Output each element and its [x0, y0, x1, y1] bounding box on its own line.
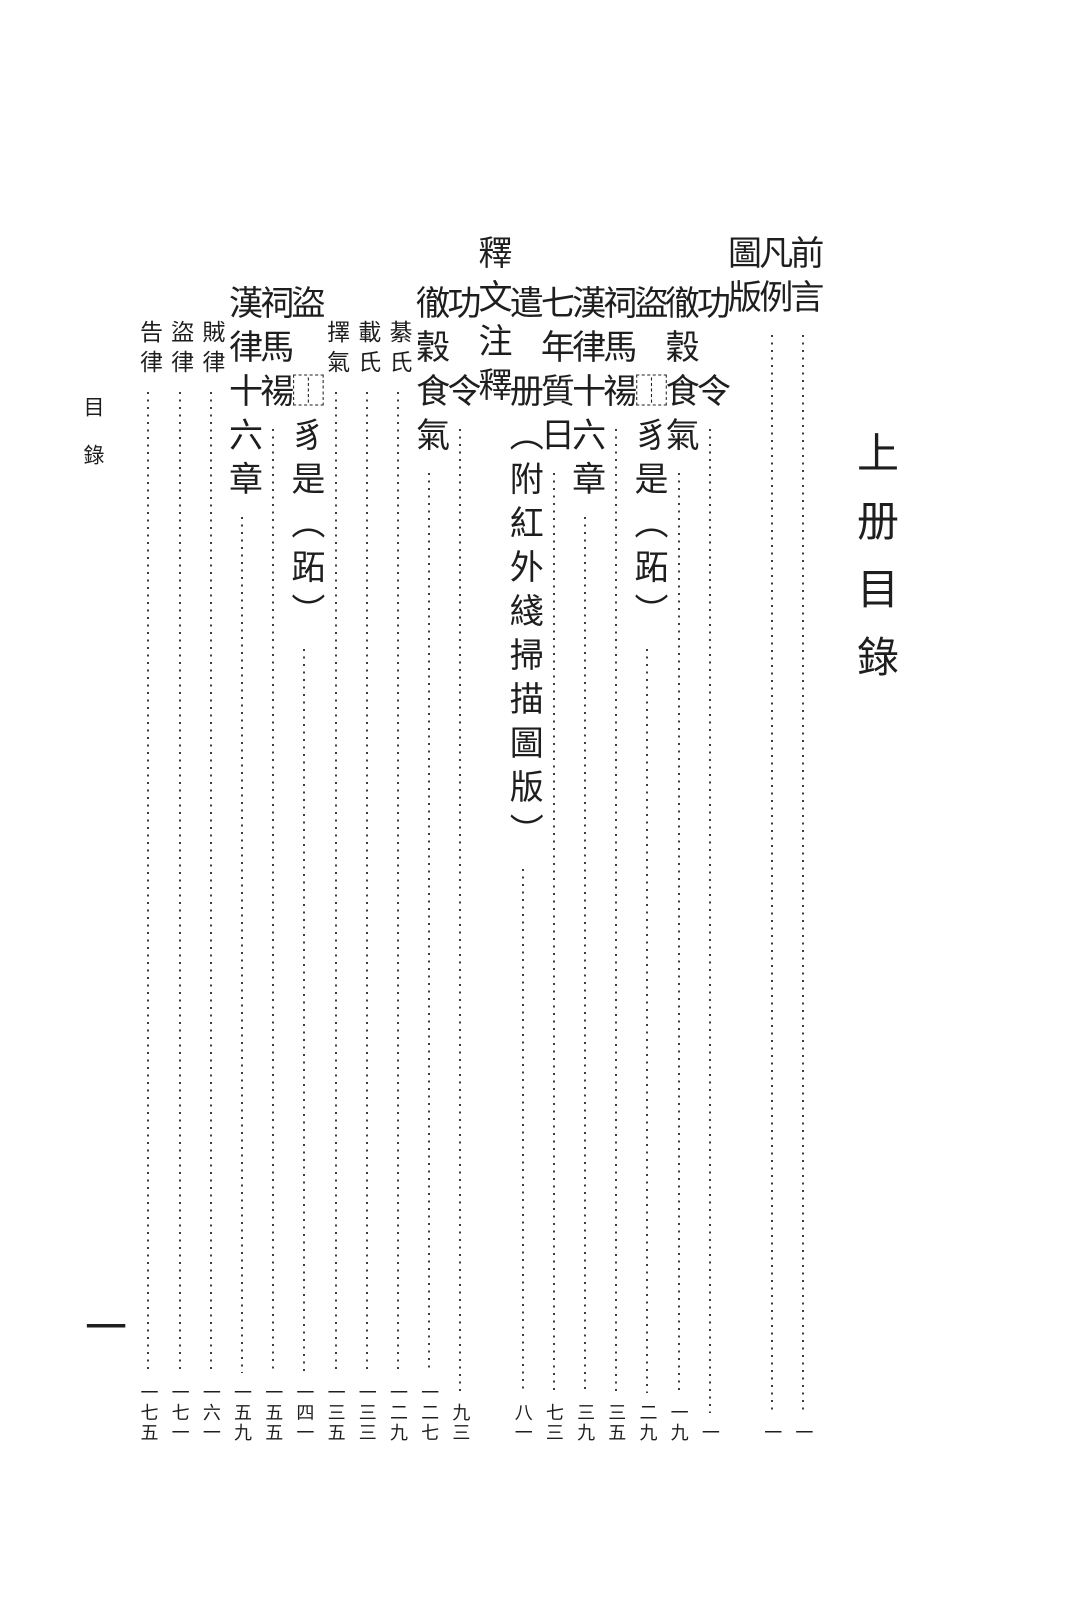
toc-entry-page-number: 八一 [512, 1403, 533, 1443]
toc-entry-page-number: 一 [793, 1423, 814, 1443]
toc-entry-page-number: 一七一 [169, 1383, 190, 1443]
toc-entry-title: 盜律 [167, 320, 193, 380]
dotted-leader [351, 392, 383, 1373]
book-title: 上册目錄 [851, 235, 897, 1443]
toc-entry-page-number: 一二九 [387, 1383, 408, 1443]
toc-entry-title: 釋文注釋 [473, 235, 511, 411]
toc-entry-title: 告律 [136, 320, 162, 380]
toc-entry: 釋文注釋 [473, 235, 510, 1443]
dotted-leader [132, 392, 165, 1373]
toc-entry-title: 功 令 [691, 285, 729, 417]
toc-entry: 載氏 一三三 [351, 235, 383, 1443]
toc-entry: 漢律十六章 一五九 [224, 235, 261, 1443]
toc-entry: 圖版 [723, 235, 760, 1443]
toc-entry: 功 令 九三 [442, 235, 479, 1443]
folio-number: 一 [85, 1306, 128, 1352]
toc-entry: 徹穀食氣 一二七 [411, 235, 448, 1443]
dotted-leader [444, 429, 476, 1393]
toc-entry-title: 遣 册（附紅外綫掃描圖版） [504, 285, 542, 857]
toc-entry-title: 盜 ⿰豸是（跖） [628, 285, 666, 637]
dotted-leader [382, 392, 414, 1373]
toc-entry-page-number: 一 [699, 1423, 720, 1443]
toc-entry-page-number: 七三 [543, 1403, 564, 1443]
toc-entry: 賊律 一六一 [195, 235, 227, 1443]
toc-entry: 徹穀食氣 一九 [660, 235, 697, 1443]
dotted-leader [569, 517, 601, 1393]
toc-entry-title: 凡例 [753, 235, 791, 323]
toc-entry: 告律 一七五 [132, 235, 165, 1443]
toc-entry-title: 盜 ⿰豸是（跖） [285, 285, 323, 637]
dotted-leader [756, 335, 788, 1413]
dotted-leader [164, 392, 196, 1373]
dotted-leader [694, 429, 726, 1413]
toc-entry-title: 前言 [784, 235, 822, 323]
toc-entry-title: 賊律 [198, 320, 224, 380]
toc-entry-page-number: 一五九 [232, 1383, 253, 1443]
dotted-leader [507, 869, 539, 1393]
toc-entry-title: 祠馬禓 [254, 285, 292, 417]
toc-entry-page-number: 一七五 [138, 1383, 159, 1443]
toc-columns: 上册目錄 前言 一 凡例 一 圖版 功 令 一 徹穀食氣 一九 盜 ⿰豸是（跖）… [132, 235, 897, 1443]
toc-entry-page-number: 一二七 [419, 1383, 440, 1443]
book-title-text: 上册目錄 [850, 431, 897, 703]
toc-entry-title: 載氏 [354, 320, 380, 380]
toc-entry: 盜 ⿰豸是（跖） 一四一 [286, 235, 323, 1443]
toc-entry: 漢律十六章 三九 [567, 235, 604, 1443]
toc-entry-page-number: 三九 [575, 1403, 596, 1443]
toc-entry-page-number: 三五 [606, 1403, 627, 1443]
toc-entry-page-number: 一九 [668, 1403, 689, 1443]
toc-entry: 綦氏 一二九 [382, 235, 414, 1443]
toc-entry: 祠馬禓 一五五 [255, 235, 292, 1443]
dotted-leader [195, 392, 227, 1373]
toc-entry-title: 漢律十六章 [566, 285, 604, 505]
toc-entry-title: 功 令 [441, 285, 479, 417]
toc-entry-title: 綦氏 [385, 320, 411, 380]
toc-entry-page-number: 一四一 [294, 1383, 315, 1443]
toc-entry: 前言 一 [785, 235, 822, 1443]
dotted-leader [538, 473, 570, 1393]
toc-entry-page-number: 二九 [637, 1403, 658, 1443]
toc-entry: 盜律 一七一 [164, 235, 196, 1443]
dotted-leader [257, 429, 289, 1373]
dotted-leader [663, 473, 695, 1393]
toc-entry-title: 徹穀食氣 [410, 285, 448, 461]
toc-entry-title: 擇氣 [323, 320, 349, 380]
toc-entry-title: 祠馬禓 [597, 285, 635, 417]
toc-entry: 凡例 一 [754, 235, 791, 1443]
dotted-leader [787, 335, 819, 1413]
dotted-leader [600, 429, 632, 1393]
toc-entry-title: 徹穀食氣 [660, 285, 698, 461]
dotted-leader [226, 517, 258, 1373]
toc-entry-page-number: 一三五 [325, 1383, 346, 1443]
toc-entry-page-number: 一 [762, 1423, 783, 1443]
toc-entry: 功 令 一 [691, 235, 728, 1443]
toc-entry-title: 七年質日 [535, 285, 573, 461]
toc-entry-page-number: 一三三 [356, 1383, 377, 1443]
dotted-leader [288, 649, 320, 1373]
toc-entry: 祠馬禓 三五 [598, 235, 635, 1443]
toc-entry-page-number: 九三 [450, 1403, 471, 1443]
toc-entry: 遣 册（附紅外綫掃描圖版） 八一 [504, 235, 541, 1443]
toc-entry-title: 漢律十六章 [223, 285, 261, 505]
running-head: 目錄 [81, 396, 105, 492]
toc-entry: 擇氣 一三五 [320, 235, 352, 1443]
toc-entry-page-number: 一五五 [263, 1383, 284, 1443]
dotted-leader [631, 649, 664, 1393]
dotted-leader [320, 392, 352, 1373]
toc-entry: 盜 ⿰豸是（跖） 二九 [629, 235, 666, 1443]
dotted-leader [413, 473, 445, 1373]
toc-entry-title: 圖版 [722, 235, 760, 323]
toc-entry-page-number: 一六一 [200, 1383, 221, 1443]
toc-entry: 七年質日 七三 [535, 235, 572, 1443]
